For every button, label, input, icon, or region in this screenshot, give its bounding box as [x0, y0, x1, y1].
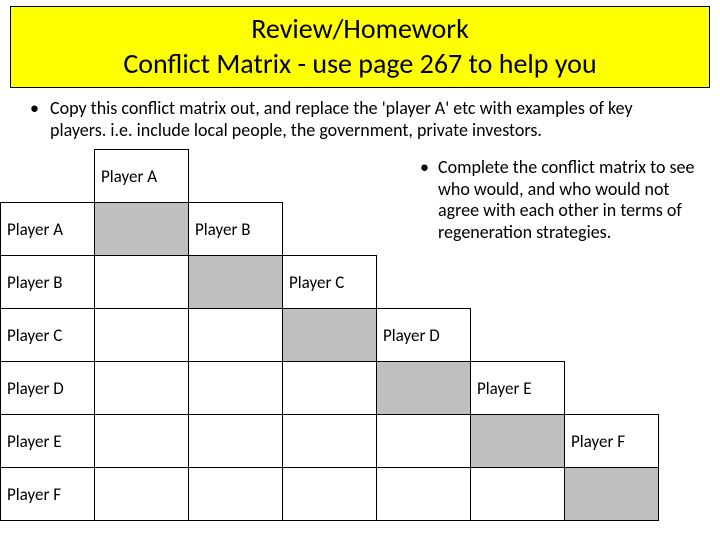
col-header: Player A [95, 150, 189, 203]
title-line2: Conflict Matrix - use page 267 to help y… [15, 46, 705, 81]
cell-empty [1, 150, 95, 203]
cell [377, 415, 471, 468]
table-row: Player F [1, 468, 659, 521]
col-header: Player E [471, 362, 565, 415]
cell-shaded [283, 309, 377, 362]
cell [95, 256, 189, 309]
col-header: Player F [565, 415, 659, 468]
cell [283, 468, 377, 521]
cell-shaded [189, 256, 283, 309]
cell [283, 362, 377, 415]
cell-shaded [471, 415, 565, 468]
cell [189, 468, 283, 521]
side-bullet: Complete the conflict matrix to see who … [420, 157, 710, 243]
cell-empty [471, 309, 565, 362]
col-header: Player D [377, 309, 471, 362]
cell [283, 415, 377, 468]
cell [95, 309, 189, 362]
table-row: Player D Player E [1, 362, 659, 415]
col-header: Player B [189, 203, 283, 256]
row-label: Player D [1, 362, 95, 415]
top-bullet: Copy this conflict matrix out, and repla… [0, 92, 720, 147]
cell-empty [565, 256, 659, 309]
cell-shaded [377, 362, 471, 415]
cell [189, 415, 283, 468]
cell [95, 362, 189, 415]
table-row: Player B Player C [1, 256, 659, 309]
cell-shaded [95, 203, 189, 256]
cell [95, 468, 189, 521]
cell [189, 309, 283, 362]
cell [471, 468, 565, 521]
row-label: Player F [1, 468, 95, 521]
title-line1: Review/Homework [15, 11, 705, 46]
cell-empty [565, 362, 659, 415]
cell-empty [283, 150, 377, 203]
cell-shaded [565, 468, 659, 521]
row-label: Player A [1, 203, 95, 256]
col-header: Player C [283, 256, 377, 309]
row-label: Player C [1, 309, 95, 362]
row-label: Player E [1, 415, 95, 468]
cell [95, 415, 189, 468]
content-area: Player A Player A Player B Player B Play… [0, 149, 720, 521]
table-row: Player C Player D [1, 309, 659, 362]
cell-empty [565, 309, 659, 362]
cell-empty [283, 203, 377, 256]
title-box: Review/Homework Conflict Matrix - use pa… [10, 6, 710, 88]
table-row: Player E Player F [1, 415, 659, 468]
cell-empty [189, 150, 283, 203]
cell [377, 468, 471, 521]
cell [189, 362, 283, 415]
cell-empty [377, 256, 471, 309]
cell-empty [471, 256, 565, 309]
row-label: Player B [1, 256, 95, 309]
